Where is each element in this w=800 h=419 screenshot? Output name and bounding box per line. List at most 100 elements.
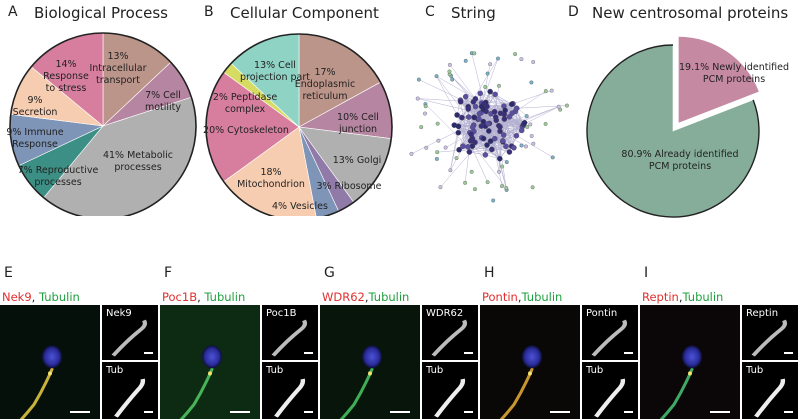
thumbnail-label: Tub (586, 365, 604, 376)
tubulin-stain-name: Tubulin (368, 290, 410, 304)
network-node (434, 74, 439, 79)
network-node (550, 155, 555, 160)
scale-bar (710, 411, 730, 413)
network-node (424, 145, 429, 150)
network-node (529, 80, 534, 85)
protein-stain-name: WDR62 (322, 290, 365, 304)
pie-slice-newly-identified-pcm-proteins (678, 36, 759, 123)
network-node (511, 144, 517, 151)
network-node (455, 129, 462, 136)
network-node (488, 62, 493, 67)
network-node (448, 168, 453, 173)
scale-bar (304, 352, 313, 354)
network-node (497, 83, 501, 88)
pie-b-label: complex (225, 104, 266, 115)
pie-b-label: Endoplasmic (295, 79, 355, 90)
network-node (497, 169, 501, 174)
pie-b-label: 4% Vesicles (272, 201, 328, 212)
network-node (491, 198, 496, 203)
pie-b-label: junction (338, 124, 377, 135)
network-node (423, 111, 427, 116)
network-node (513, 132, 520, 139)
pie-chart-new-centrosomal: 19.1% Newly identified PCM proteins 80.9… (586, 36, 789, 218)
network-node (528, 122, 533, 127)
scale-bar (390, 411, 410, 413)
pie-b-label: reticulum (302, 91, 347, 102)
network-node (478, 103, 485, 110)
merged-image (160, 305, 260, 419)
pie-chart-biological-process: 13% Intracellular transport 7% Cell moti… (6, 32, 197, 216)
string-network (409, 51, 569, 203)
merged-image (480, 305, 580, 419)
network-node (450, 77, 455, 82)
pie-a-label: Response (43, 71, 89, 82)
panel-letter-b: B (204, 4, 214, 20)
network-edge (425, 103, 469, 147)
scale-bar (550, 411, 570, 413)
panel-letter: H (484, 265, 495, 281)
network-node (447, 69, 452, 74)
network-node (491, 108, 498, 115)
label-separator: , (364, 290, 369, 304)
pie-b-label: Mitochondrion (237, 179, 305, 190)
network-node (508, 101, 515, 107)
network-node (462, 93, 469, 100)
network-node (435, 121, 440, 126)
network-node (423, 104, 428, 109)
network-node (485, 71, 490, 76)
network-node (434, 157, 439, 161)
pie-a-label: processes (34, 177, 81, 188)
network-node (454, 112, 460, 118)
pie-a-label: to stress (46, 83, 87, 94)
tubulin-channel-thumbnail: Tub (422, 362, 478, 419)
network-node (443, 145, 448, 150)
scale-bar (70, 411, 90, 413)
protein-stain-name: Reptin (642, 290, 679, 304)
network-node (500, 184, 504, 189)
network-node (519, 57, 524, 62)
network-node (465, 106, 472, 112)
network-node (497, 124, 503, 130)
tubulin-stain-name: Tubulin (521, 290, 563, 304)
thumbnail-label: Pontin (586, 308, 618, 319)
panel-letter-d: D (568, 4, 579, 20)
pie-b-label: 13% Golgi (333, 155, 382, 166)
tubulin-stain-name: Tubulin (38, 290, 80, 304)
network-node (465, 114, 472, 120)
pie-outline (205, 33, 393, 216)
tubulin-channel-thumbnail: Tub (582, 362, 638, 419)
network-node (476, 116, 482, 122)
network-node (454, 156, 459, 161)
pie-a-label: 14% (55, 59, 76, 70)
network-edge (418, 79, 476, 107)
stain-label: Pontin,Tubulin (482, 290, 562, 304)
network-node (469, 169, 474, 174)
protein-stain-name: Poc1B (162, 290, 198, 304)
tubulin-stain-name: Tubulin (682, 290, 724, 304)
protein-channel-thumbnail: Pontin (582, 305, 638, 360)
network-node (469, 124, 476, 131)
network-node (506, 114, 513, 120)
pie-a-label: processes (114, 162, 161, 173)
network-node (455, 123, 462, 130)
pie-b-label: 18% (260, 167, 281, 178)
network-node (501, 132, 507, 138)
label-separator: , (197, 290, 205, 304)
panel-letter: F (164, 265, 173, 281)
network-node (504, 160, 509, 165)
network-node (485, 121, 491, 127)
network-node (415, 96, 420, 101)
pie-a-label: 7% Cell (145, 90, 181, 101)
network-node (419, 125, 424, 130)
thumbnail-label: Nek9 (106, 308, 132, 319)
pie-b-label: 3% Ribosome (316, 181, 381, 192)
pie-b-label: 13% Cell (254, 60, 296, 71)
pie-d-label: 80.9% Already identified (621, 149, 738, 160)
network-node (480, 135, 487, 142)
pie-d-label: 19.1% Newly identified (679, 62, 789, 73)
protein-channel-thumbnail: Nek9 (102, 305, 158, 360)
network-node (457, 98, 464, 105)
network-node (500, 138, 506, 144)
network-edge (504, 118, 512, 147)
network-node (496, 56, 500, 61)
